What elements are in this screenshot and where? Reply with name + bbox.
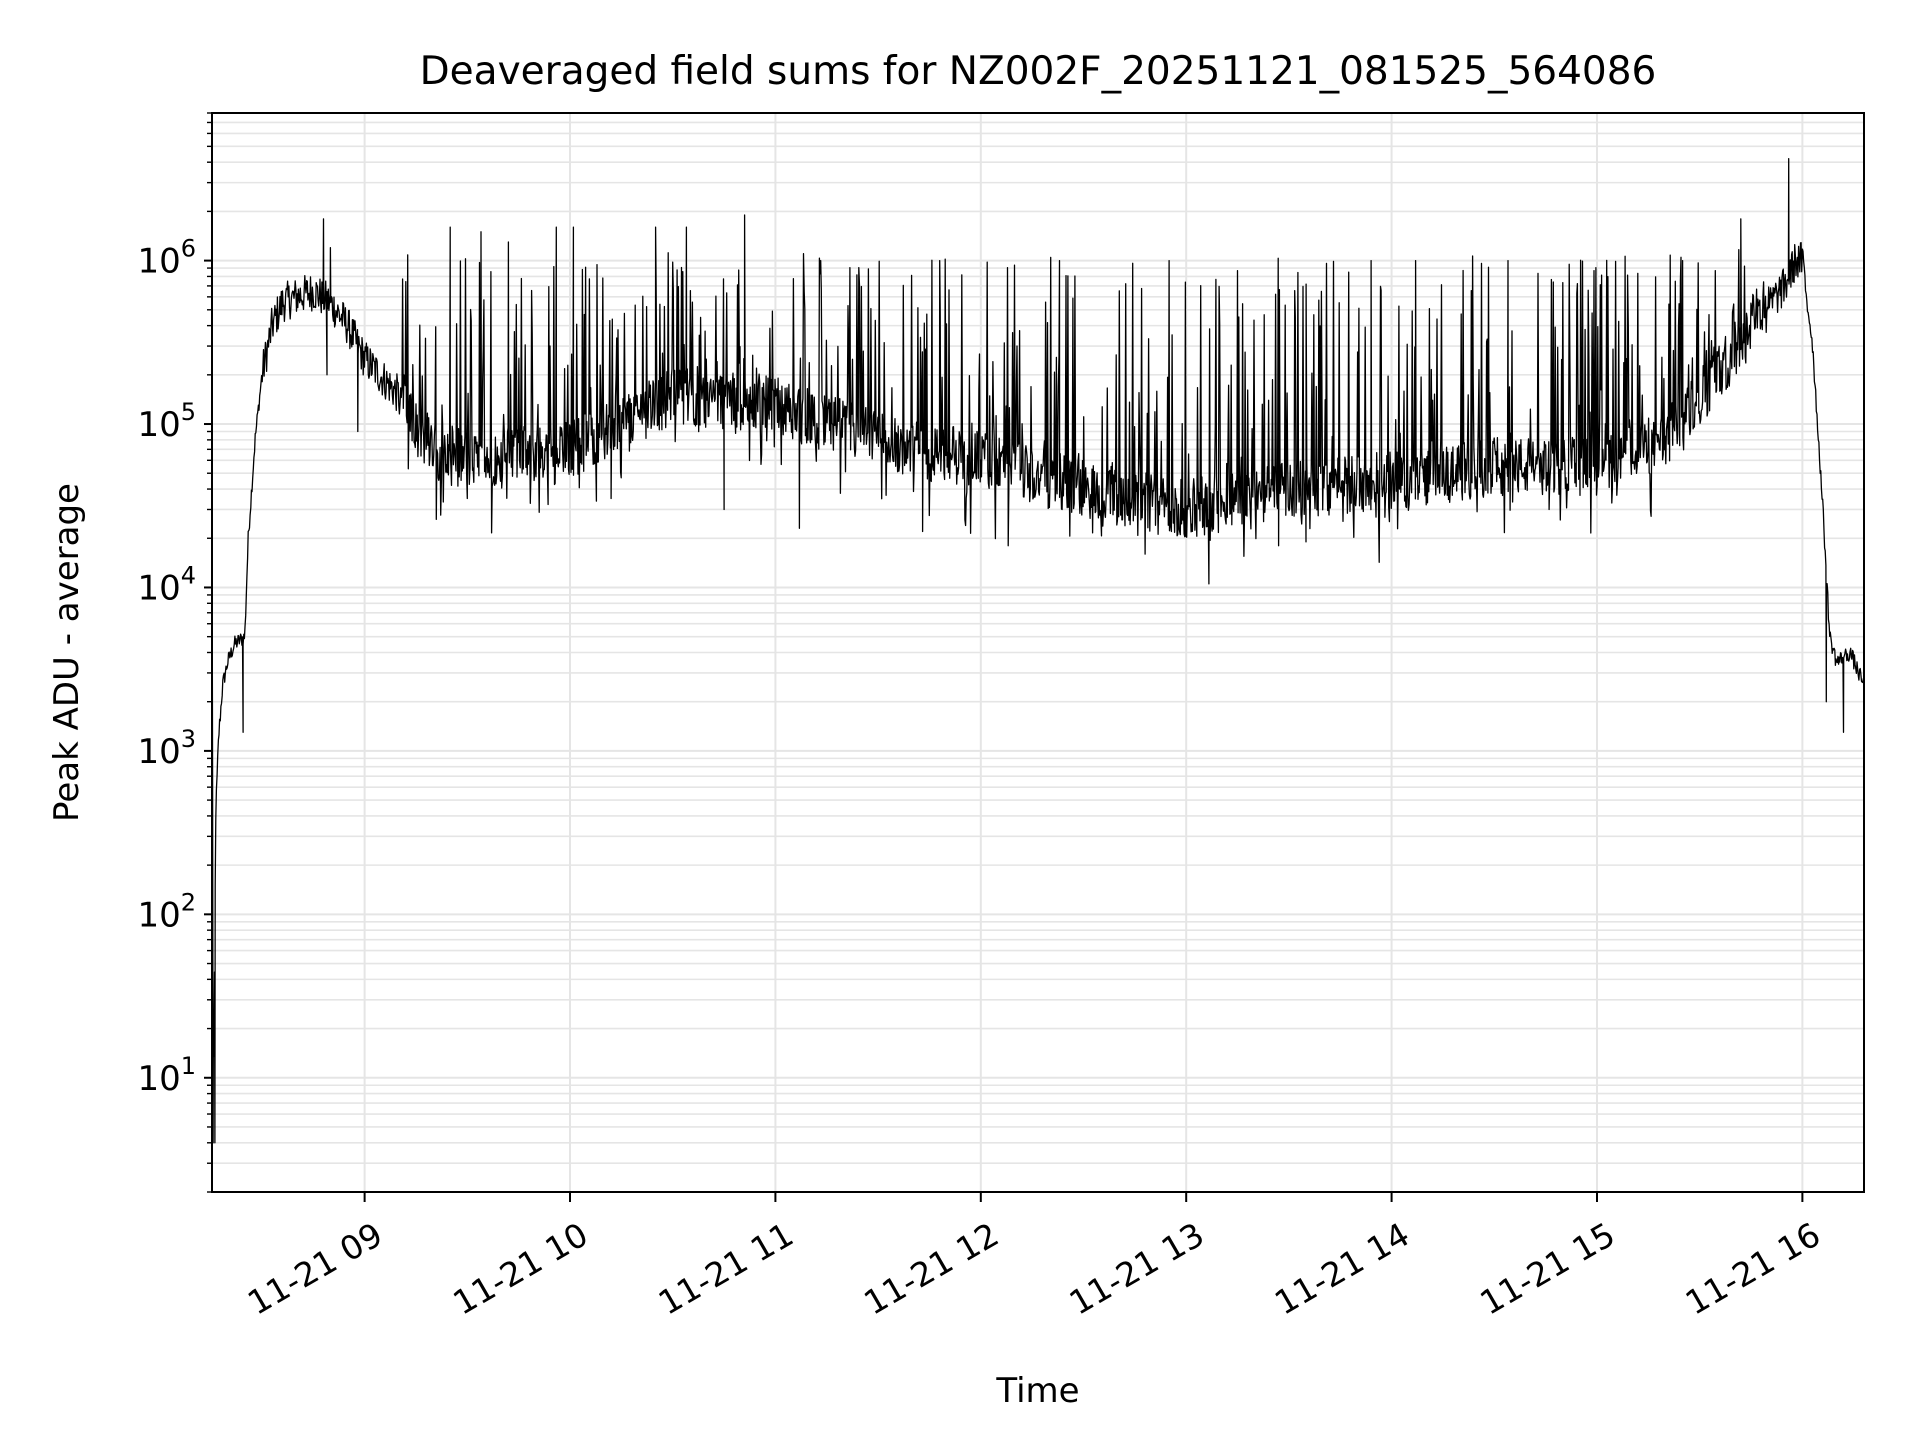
x-tick-label: 11-21 11 — [652, 1215, 800, 1323]
x-tick-label: 11-21 13 — [1063, 1215, 1211, 1323]
data-layer — [211, 158, 1865, 1144]
x-tick-label: 11-21 16 — [1679, 1215, 1827, 1323]
x-tick-label: 11-21 09 — [241, 1215, 389, 1323]
y-tick-label: 105 — [137, 398, 196, 445]
x-tick-label: 11-21 10 — [446, 1215, 594, 1323]
x-tick-label: 11-21 14 — [1268, 1215, 1416, 1323]
x-tick-label: 11-21 12 — [857, 1215, 1005, 1323]
x-axis-label: Time — [995, 1371, 1079, 1411]
data-series-line — [211, 158, 1865, 1144]
y-tick-label: 104 — [137, 561, 196, 608]
y-tick-label: 101 — [137, 1052, 196, 1099]
chart-title: Deaveraged field sums for NZ002F_2025112… — [420, 49, 1657, 94]
tick-layer: 11-21 09 11-21 10 11-21 11 11-21 12 11-21 13… — [137, 112, 1827, 1323]
x-tick-label: 11-21 15 — [1473, 1215, 1621, 1323]
y-tick-label: 103 — [137, 725, 196, 772]
y-axis-label: Peak ADU - average — [47, 483, 87, 822]
y-tick-label: 102 — [137, 888, 196, 935]
y-tick-label: 106 — [137, 235, 196, 282]
